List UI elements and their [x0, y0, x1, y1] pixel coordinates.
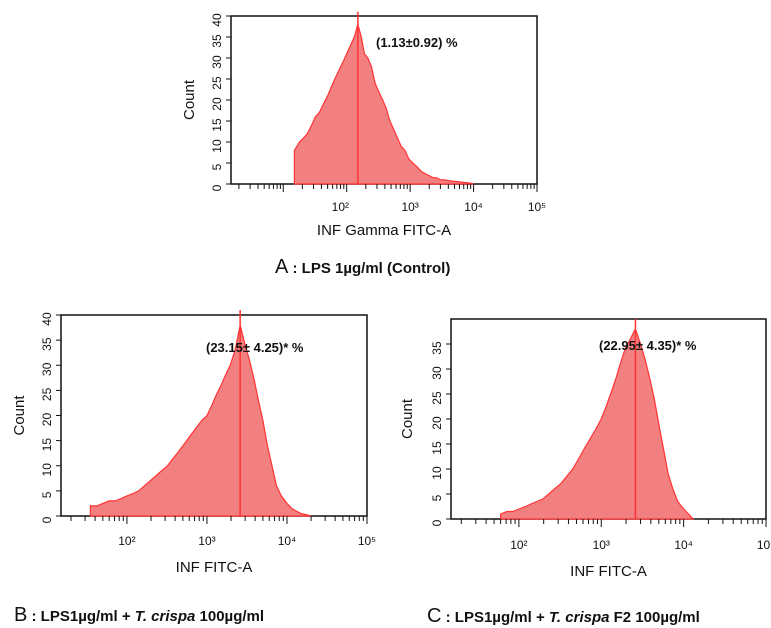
y-tick-label: 25 [40, 387, 54, 401]
caption-letter: B [14, 604, 27, 626]
panel-b: 0 5 10 15 20 25 30 35 40 10² 10³ 10⁴ 10⁵ INF FITC-A Co… [11, 309, 376, 626]
caption-prefix: : LPS 1µg/ml (Control) [288, 260, 450, 277]
x-tick-label: 10³ [593, 538, 610, 552]
histogram-area [293, 22, 474, 185]
percent-annotation: (1.13±0.92) % [376, 35, 458, 50]
percent-annotation: (22.95± 4.35)* % [599, 338, 697, 353]
panel-caption: B : LPS1µg/ml + T. crispa 100µg/ml [14, 604, 264, 626]
y-tick-label: 5 [40, 491, 54, 498]
y-tick-label: 10 [430, 466, 444, 480]
caption-prefix: : LPS1µg/ml + [441, 609, 548, 626]
y-tick-label: 15 [40, 438, 54, 452]
y-tick-label: 30 [210, 55, 224, 69]
panel-caption: C : LPS1µg/ml + T. crispa F2 100µg/ml [427, 605, 700, 627]
y-tick-label: 40 [210, 13, 224, 27]
y-tick-label: 35 [430, 341, 444, 355]
y-axis-label: Count [399, 398, 416, 439]
percent-annotation: (23.15± 4.25)* % [206, 340, 304, 355]
y-tick-label: 10 [210, 139, 224, 153]
x-axis-label: INF FITC-A [570, 563, 647, 580]
x-axis-label: INF Gamma FITC-A [317, 222, 451, 239]
caption-italic: T. crispa [549, 609, 610, 626]
x-tick-label: 10⁴ [464, 200, 483, 214]
histogram-area [89, 324, 312, 517]
y-tick-label: 35 [210, 34, 224, 48]
histogram-area [500, 327, 695, 520]
y-tick-label: 30 [430, 366, 444, 380]
y-tick-label: 10 [40, 463, 54, 477]
y-tick-label: 15 [210, 118, 224, 132]
y-tick-label: 30 [40, 362, 54, 376]
y-axis-label: Count [11, 395, 28, 436]
caption-letter: A [275, 256, 289, 278]
x-tick-label: 10⁵ [757, 538, 771, 552]
panel-c: 0 5 10 15 20 25 30 35 10² 10³ 10⁴ 10⁵ INF FITC-A Coun… [399, 318, 771, 627]
y-tick-label: 15 [430, 441, 444, 455]
panel-caption: A : LPS 1µg/ml (Control) [275, 256, 450, 278]
panel-a: 0 5 10 15 20 25 30 35 40 10² 10³ 10⁴ 10⁵ INF Gamma FI… [181, 11, 546, 278]
x-tick-label: 10² [332, 200, 349, 214]
y-tick-label: 35 [40, 337, 54, 351]
x-tick-label: 10⁵ [528, 200, 546, 214]
x-tick-label: 10⁴ [278, 534, 297, 548]
y-tick-label: 25 [430, 391, 444, 405]
x-tick-label: 10² [118, 534, 135, 548]
y-tick-label: 0 [210, 184, 224, 191]
x-tick-label: 10⁴ [674, 538, 693, 552]
x-tick-label: 10³ [401, 200, 418, 214]
caption-italic: T. crispa [135, 608, 196, 625]
y-tick-label: 25 [210, 76, 224, 90]
y-tick-label: 0 [430, 519, 444, 526]
caption-prefix: : LPS1µg/ml + [27, 608, 134, 625]
x-tick-label: 10³ [198, 534, 215, 548]
y-tick-label: 20 [40, 413, 54, 427]
caption-suffix: 100µg/ml [195, 608, 264, 625]
y-tick-label: 5 [210, 163, 224, 170]
x-tick-label: 10⁵ [358, 534, 376, 548]
y-tick-label: 20 [210, 97, 224, 111]
y-axis-label: Count [181, 79, 198, 120]
y-tick-label: 0 [40, 516, 54, 523]
y-tick-label: 40 [40, 312, 54, 326]
x-axis-label: INF FITC-A [176, 559, 253, 576]
x-tick-label: 10² [510, 538, 527, 552]
caption-letter: C [427, 605, 441, 627]
y-tick-label: 5 [430, 494, 444, 501]
caption-suffix: F2 100µg/ml [609, 609, 699, 626]
y-tick-label: 20 [430, 416, 444, 430]
